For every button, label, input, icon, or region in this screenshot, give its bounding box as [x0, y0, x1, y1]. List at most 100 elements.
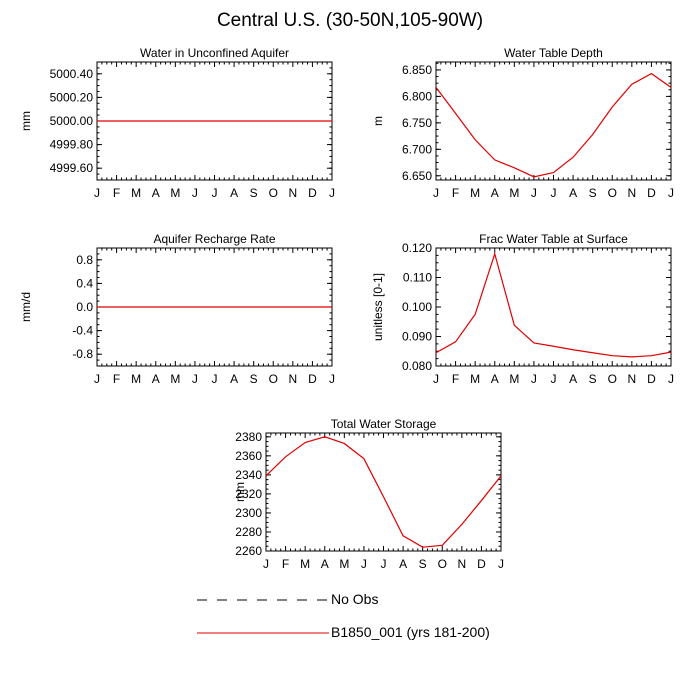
chart4-xtick-label: F [452, 372, 459, 386]
chart4-ytick-label: 0.100 [402, 300, 432, 314]
chart5-ylabel: mm [233, 482, 247, 502]
chart4-ytick-label: 0.080 [402, 359, 432, 373]
chart5-xtick-label: S [419, 557, 427, 571]
chart5-ytick-label: 2280 [235, 525, 262, 539]
chart2-xtick-label: O [608, 186, 617, 200]
chart5-xtick-label: N [457, 557, 466, 571]
chart5-xtick-label: J [361, 557, 367, 571]
chart3-xtick-label: M [170, 372, 180, 386]
chart3-title: Aquifer Recharge Rate [153, 232, 275, 246]
chart5-title: Total Water Storage [331, 417, 437, 431]
legend-label-no-obs: No Obs [331, 591, 379, 607]
chart1-xtick-label: M [170, 186, 180, 200]
chart3-ytick-label: 0.0 [76, 300, 93, 314]
chart4-xtick-label: M [509, 372, 519, 386]
chart5-series-line-1 [265, 436, 502, 548]
chart5-xtick-label: D [477, 557, 486, 571]
chart2-title: Water Table Depth [504, 46, 603, 60]
chart3-ytick-label: -0.8 [72, 347, 93, 361]
chart3-xtick-label: J [192, 372, 198, 386]
chart1-ytick-label: 4999.60 [50, 161, 94, 175]
chart5-xtick-label: A [321, 557, 329, 571]
chart4-xtick-label: D [647, 372, 656, 386]
chart5-xtick-label: J [381, 557, 387, 571]
chart2-ytick-label: 6.800 [402, 89, 432, 103]
chart1-title: Water in Unconfined Aquifer [140, 46, 289, 60]
chart3-ytick-label: -0.4 [72, 324, 93, 338]
chart5-xtick-label: A [399, 557, 407, 571]
chart2-xtick-label: J [551, 186, 557, 200]
chart1-xtick-label: A [230, 186, 238, 200]
chart2-xtick-label: A [569, 186, 577, 200]
chart3-ylabel: mm/d [19, 292, 33, 322]
chart1-xtick-label: S [250, 186, 258, 200]
chart3-xtick-label: J [94, 372, 100, 386]
chart4-xtick-label: J [551, 372, 557, 386]
chart4-ytick-label: 0.120 [402, 241, 432, 255]
chart3-xtick-label: J [212, 372, 218, 386]
chart2-ytick-label: 6.850 [402, 63, 432, 77]
chart4-series-line-1 [435, 251, 672, 358]
chart2-xtick-label: S [589, 186, 597, 200]
page-title: Central U.S. (30-50N,105-90W) [216, 10, 484, 31]
chart1-ytick-label: 5000.40 [50, 67, 94, 81]
chart1-xtick-label: A [152, 186, 160, 200]
chart1-xtick-label: D [308, 186, 317, 200]
legend-label-b1850: B1850_001 (yrs 181-200) [331, 624, 490, 640]
chart2-xtick-label: M [470, 186, 480, 200]
legend-line-solid [197, 632, 329, 634]
chart3-xtick-label: F [113, 372, 120, 386]
chart4-xtick-label: A [491, 372, 499, 386]
chart2-xtick-label: J [668, 186, 674, 200]
chart3-ytick-label: 0.8 [76, 253, 93, 267]
legend-item-no-obs: No Obs [197, 591, 378, 610]
chart4-xtick-label: O [608, 372, 617, 386]
chart2-xtick-label: F [452, 186, 459, 200]
chart1-ylabel: mm [19, 111, 33, 131]
chart3-xtick-label: A [230, 372, 238, 386]
chart4-ytick-label: 0.110 [403, 271, 432, 285]
chart5-ytick-label: 2300 [235, 506, 262, 520]
chart2-ytick-label: 6.650 [402, 169, 432, 183]
chart4-xtick-label: J [433, 372, 439, 386]
chart3-xtick-label: D [308, 372, 317, 386]
chart2-ytick-label: 6.700 [402, 142, 432, 156]
chart2-ytick-label: 6.750 [402, 116, 432, 130]
chart1-xtick-label: J [212, 186, 218, 200]
chart1-xtick-label: J [94, 186, 100, 200]
chart3-xtick-label: S [250, 372, 258, 386]
chart4-plot-frame [435, 247, 672, 367]
chart4-xtick-label: J [668, 372, 674, 386]
chart5-xtick-label: M [339, 557, 349, 571]
chart3-xtick-label: M [131, 372, 141, 386]
chart2-ylabel: m [371, 116, 385, 126]
chart3-xtick-label: O [269, 372, 278, 386]
chart3-ytick-label: 0.4 [76, 276, 93, 290]
chart1-xtick-label: F [113, 186, 120, 200]
legend-line-dashed [197, 599, 329, 601]
chart4-ylabel: unitless [0-1] [371, 273, 385, 341]
chart4-xtick-label: M [470, 372, 480, 386]
legend-item-b1850: B1850_001 (yrs 181-200) [197, 624, 490, 643]
chart5-xtick-label: M [300, 557, 310, 571]
chart4-ytick-label: 0.090 [402, 330, 432, 344]
chart5-xtick-label: J [498, 557, 504, 571]
chart1-ytick-label: 4999.80 [50, 138, 94, 152]
chart2-series-line-1 [435, 72, 672, 178]
chart5-ytick-label: 2360 [235, 449, 262, 463]
chart5-ytick-label: 2260 [235, 544, 262, 558]
chart1-xtick-label: J [192, 186, 198, 200]
chart2-xtick-label: J [433, 186, 439, 200]
chart2-plot-frame [435, 61, 672, 181]
chart4-xtick-label: A [569, 372, 577, 386]
chart2-xtick-label: D [647, 186, 656, 200]
chart5-plot-frame [265, 432, 502, 552]
chart1-ytick-label: 5000.00 [50, 114, 94, 128]
chart1-xtick-label: M [131, 186, 141, 200]
chart2-xtick-label: M [509, 186, 519, 200]
chart5-ytick-label: 2340 [235, 468, 262, 482]
chart5-xtick-label: O [438, 557, 447, 571]
chart1-xtick-label: N [288, 186, 297, 200]
chart5-xtick-label: F [282, 557, 289, 571]
